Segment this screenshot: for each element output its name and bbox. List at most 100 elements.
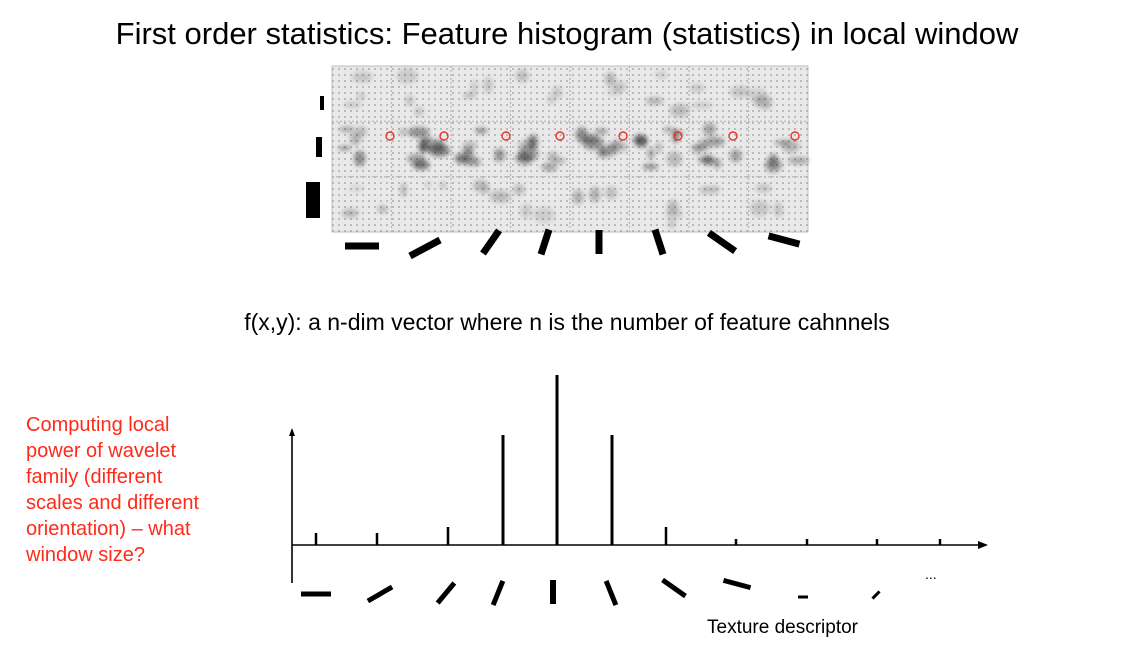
texture-blob	[407, 153, 426, 164]
texture-blob	[414, 107, 424, 117]
histogram-bar-5	[610, 435, 614, 545]
texture-blob	[729, 149, 742, 163]
texture-blob	[730, 86, 751, 98]
texture-blob	[702, 123, 716, 136]
texture-blob	[605, 72, 616, 86]
texture-blob	[611, 139, 622, 147]
orientation-icon-7	[722, 577, 752, 591]
texture-blob	[768, 153, 778, 168]
texture-blob	[645, 97, 664, 105]
texture-blob	[584, 133, 599, 145]
histogram-bar-6	[664, 527, 668, 545]
texture-blob	[541, 163, 558, 172]
orientation-icon-9	[871, 590, 881, 600]
slide-title: First order statistics: Feature histogra…	[115, 16, 1019, 51]
texture-blob	[713, 158, 721, 169]
orientation-icon-8	[798, 595, 808, 599]
texture-blob	[529, 134, 539, 150]
histogram-bar-10	[938, 539, 942, 545]
texture-blob	[747, 88, 768, 103]
more-descriptors-ellipsis: ...	[925, 566, 937, 582]
texture-blob	[424, 181, 432, 189]
histogram-bar-4	[555, 375, 559, 545]
texture-blob	[396, 68, 418, 84]
sample-point-marker	[618, 131, 628, 141]
texture-blob	[572, 190, 584, 205]
orientation-icon-3	[490, 580, 506, 606]
texture-blob	[471, 157, 481, 167]
histogram-bar-1	[375, 533, 379, 545]
texture-blob	[398, 128, 408, 136]
texture-blob	[439, 181, 447, 189]
texture-blob	[455, 153, 469, 164]
scale-bar-small	[320, 96, 324, 110]
histogram-bar-0	[314, 533, 318, 545]
texture-blob	[357, 92, 366, 100]
texture-blob	[520, 204, 532, 218]
texture-blob	[405, 95, 415, 106]
texture-blob	[428, 145, 451, 157]
texture-blob	[400, 183, 407, 197]
filter-grid-panel	[331, 65, 809, 233]
orientation-bar-4	[595, 230, 603, 254]
texture-blob	[547, 96, 556, 103]
orientation-icon-4	[550, 580, 556, 604]
texture-blob	[552, 86, 562, 99]
texture-blob	[338, 146, 352, 151]
texture-blob	[377, 205, 388, 213]
sample-point-marker	[728, 131, 738, 141]
texture-blob	[689, 83, 705, 93]
texture-blob	[750, 200, 770, 217]
texture-blob	[667, 218, 676, 229]
orientation-bar-1	[408, 236, 442, 260]
orientation-bars	[345, 228, 801, 260]
texture-blob	[665, 208, 683, 220]
texture-blob	[547, 151, 559, 163]
texture-blob	[691, 143, 705, 155]
orientation-icon-2	[435, 581, 457, 605]
grid-background	[331, 65, 809, 233]
texture-blob	[342, 208, 359, 218]
texture-blob	[339, 126, 356, 132]
sample-point-marker	[439, 131, 449, 141]
histogram-bar-7	[734, 539, 738, 545]
histogram-chart	[289, 375, 988, 606]
texture-blob	[666, 151, 683, 167]
texture-blob	[656, 70, 668, 79]
texture-blob	[647, 147, 655, 160]
orientation-bar-0	[345, 242, 379, 250]
sample-point-marker	[385, 131, 395, 141]
texture-blob	[698, 156, 716, 164]
texture-blob	[774, 140, 791, 146]
texture-blob	[774, 202, 783, 217]
texture-blob	[605, 186, 617, 200]
texture-blob	[407, 127, 430, 138]
texture-blob	[475, 127, 488, 134]
orientation-icon-0	[301, 591, 331, 597]
texture-blob	[608, 88, 621, 96]
texture-blob	[352, 71, 372, 83]
orientation-bar-5	[651, 228, 667, 256]
texture-blob	[594, 128, 609, 135]
texture-blob	[473, 179, 488, 192]
texture-blob	[703, 185, 721, 192]
orientation-icon-6	[661, 577, 687, 599]
histogram-bar-8	[805, 539, 809, 545]
texture-blob	[494, 148, 502, 155]
x-axis-arrow	[978, 541, 988, 549]
texture-blob	[350, 131, 361, 146]
orientation-bar-2	[480, 228, 502, 256]
x-axis-label: Texture descriptor	[707, 617, 859, 638]
texture-blob	[462, 141, 477, 150]
histogram-bar-9	[875, 539, 879, 545]
window-size-note: Computing local power of wavelet family …	[26, 414, 200, 566]
texture-blob	[516, 69, 529, 82]
texture-blob	[470, 80, 478, 96]
sample-point-marker	[790, 131, 800, 141]
sample-point-marker	[501, 131, 511, 141]
histogram-bar-2	[446, 527, 450, 545]
orientation-bar-7	[767, 232, 801, 248]
sample-point-marker	[555, 131, 565, 141]
texture-blob	[344, 102, 361, 108]
